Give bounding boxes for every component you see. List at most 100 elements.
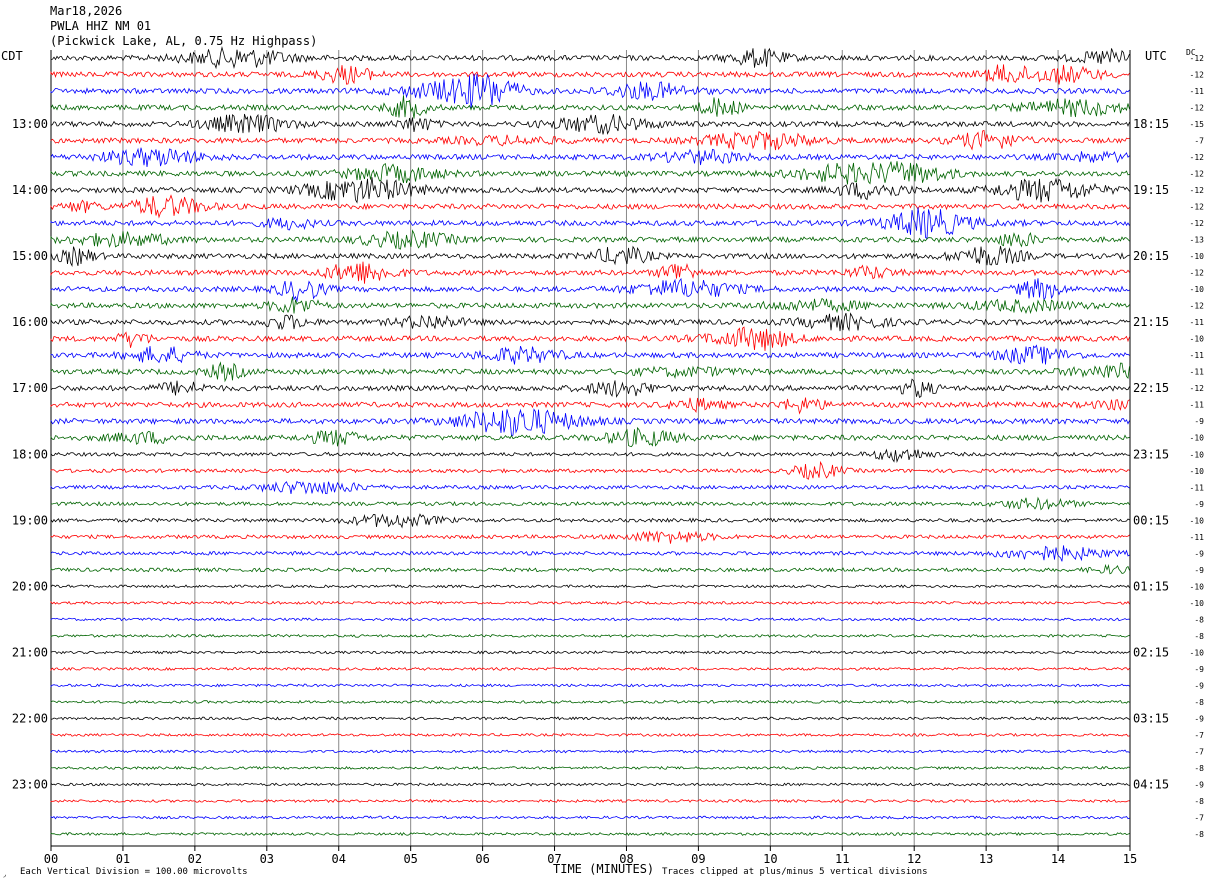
- trace-line: [50, 480, 1130, 495]
- dc-offset-label: -10: [1190, 285, 1205, 294]
- right-timezone-label: UTC: [1145, 49, 1167, 63]
- x-tick-label: 15: [1123, 852, 1137, 866]
- dc-offset-label: -11: [1190, 401, 1205, 410]
- utc-hour-label: 03:15: [1133, 711, 1169, 725]
- trace-line: [50, 831, 1130, 837]
- trace-line: [50, 460, 1130, 480]
- dc-offset-label: -11: [1190, 368, 1205, 377]
- dc-offset-label: -9: [1194, 500, 1204, 509]
- dc-offset-label: -12: [1190, 219, 1205, 228]
- location-label: (Pickwick Lake, AL, 0.75 Hz Highpass): [50, 34, 318, 48]
- trace-line: [50, 782, 1130, 787]
- dc-offset-label: -9: [1194, 665, 1204, 674]
- utc-hour-label: 18:15: [1133, 117, 1169, 131]
- dc-offset-label: -9: [1194, 681, 1204, 690]
- dc-offset-label: -12: [1190, 54, 1205, 63]
- x-tick-label: 11: [835, 852, 849, 866]
- trace-line: [50, 46, 1130, 70]
- trace-line: [50, 361, 1130, 383]
- scale-note: Each Vertical Division = 100.00 microvol…: [20, 867, 248, 877]
- trace-line: [50, 530, 1130, 544]
- trace-line: [50, 113, 1130, 135]
- y-axis-labels: 13:00 14:00 15:00 16:00 17:00 18:00 19:00 20:00…: [12, 54, 1204, 839]
- x-axis-ticks: 00 01 02 03 04 05 06 07 08 09 10 11 12 13 14 15: [44, 846, 1137, 866]
- x-tick-label: 08: [619, 852, 633, 866]
- cdt-hour-label: 22:00: [12, 711, 48, 725]
- trace-line: [50, 261, 1130, 284]
- trace-line: [50, 600, 1130, 605]
- cdt-hour-label: 18:00: [12, 447, 48, 461]
- cdt-hour-label: 19:00: [12, 513, 48, 527]
- trace-line: [50, 378, 1130, 399]
- trace-line: [50, 296, 1130, 315]
- dc-offset-label: -12: [1190, 384, 1205, 393]
- x-tick-label: 14: [1051, 852, 1065, 866]
- trace-line: [50, 194, 1130, 219]
- trace-line: [50, 699, 1130, 704]
- trace-line: [50, 73, 1130, 109]
- dc-offset-label: -12: [1190, 71, 1205, 80]
- dc-offset-label: -8: [1194, 698, 1204, 707]
- cdt-hour-label: 21:00: [12, 645, 48, 659]
- station-label: PWLA HHZ NM 01: [50, 19, 152, 33]
- trace-line: [50, 397, 1130, 415]
- dc-offset-label: -10: [1190, 516, 1205, 525]
- dc-offset-label: -10: [1190, 467, 1205, 476]
- dc-offset-label: -8: [1194, 797, 1204, 806]
- cdt-hour-label: 20:00: [12, 579, 48, 593]
- corner-icon: ◞: [2, 870, 8, 880]
- dc-offset-label: -9: [1194, 549, 1204, 558]
- trace-line: [50, 448, 1130, 463]
- dc-offset-label: -7: [1194, 747, 1204, 756]
- dc-offset-label: -9: [1194, 417, 1204, 426]
- dc-offset-label: -11: [1190, 483, 1205, 492]
- x-tick-label: 03: [260, 852, 274, 866]
- dc-offset-label: -12: [1190, 203, 1205, 212]
- dc-offset-label: -12: [1190, 302, 1205, 311]
- dc-offset-label: -8: [1194, 764, 1204, 773]
- trace-line: [50, 584, 1130, 589]
- dc-label: DC: [1186, 48, 1196, 57]
- dc-offset-label: -10: [1190, 648, 1205, 657]
- trace-line: [50, 666, 1130, 672]
- trace-line: [50, 732, 1130, 737]
- utc-hour-label: 19:15: [1133, 183, 1169, 197]
- dc-offset-label: -10: [1190, 450, 1205, 459]
- dc-offset-label: -9: [1194, 566, 1204, 575]
- cdt-hour-label: 14:00: [12, 183, 48, 197]
- date-label: Mar18,2026: [50, 4, 123, 18]
- dc-offset-label: -15: [1190, 120, 1205, 129]
- dc-offset-label: -12: [1190, 170, 1205, 179]
- trace-line: [50, 177, 1130, 204]
- trace-line: [50, 633, 1130, 638]
- trace-line: [50, 749, 1130, 754]
- trace-line: [50, 683, 1130, 688]
- trace-line: [50, 147, 1130, 168]
- utc-hour-label: 20:15: [1133, 249, 1169, 263]
- dc-offset-label: -9: [1194, 714, 1204, 723]
- x-tick-label: 12: [907, 852, 921, 866]
- trace-line: [50, 426, 1130, 448]
- cdt-hour-label: 15:00: [12, 249, 48, 263]
- trace-line: [50, 207, 1130, 240]
- dc-offset-label: -11: [1190, 87, 1205, 96]
- trace-line: [50, 798, 1130, 804]
- cdt-hour-label: 13:00: [12, 117, 48, 131]
- trace-line: [50, 229, 1130, 250]
- trace-line: [50, 408, 1130, 437]
- dc-offset-label: -13: [1190, 236, 1205, 245]
- trace-line: [50, 765, 1130, 770]
- left-timezone-label: CDT: [1, 49, 23, 63]
- x-tick-label: 10: [763, 852, 777, 866]
- cdt-hour-label: 23:00: [12, 777, 48, 791]
- utc-hour-label: 00:15: [1133, 513, 1169, 527]
- dc-offset-label: -11: [1190, 533, 1205, 542]
- trace-line: [50, 129, 1130, 151]
- trace-line: [50, 312, 1130, 332]
- trace-line: [50, 496, 1130, 511]
- trace-line: [50, 64, 1130, 85]
- seismogram-traces: [50, 46, 1130, 837]
- trace-line: [50, 716, 1130, 721]
- utc-hour-label: 02:15: [1133, 645, 1169, 659]
- x-tick-label: 04: [332, 852, 346, 866]
